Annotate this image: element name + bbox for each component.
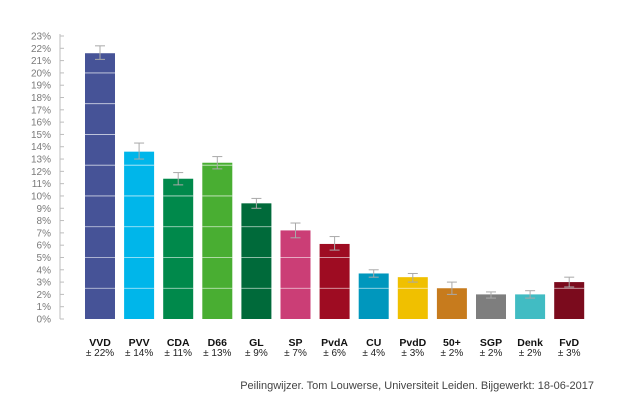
bar-fvd — [554, 282, 585, 319]
x-tick-label: PvdA — [321, 337, 348, 349]
x-sub-label: ± 9% — [245, 348, 268, 359]
bar-sp — [280, 230, 311, 319]
x-sub-label: ± 6% — [323, 348, 346, 359]
y-tick-label: 20% — [31, 68, 51, 79]
bar-pvv — [124, 151, 155, 319]
y-tick-label: 9% — [37, 204, 52, 215]
source-caption: Peilingwijzer. Tom Louwerse, Universitei… — [240, 380, 594, 392]
bars — [85, 53, 585, 320]
error-bars — [95, 45, 575, 299]
x-tick-label: SGP — [480, 337, 502, 349]
y-tick-label: 6% — [37, 241, 52, 252]
y-tick-label: 8% — [37, 216, 52, 227]
y-tick-label: 23% — [31, 32, 51, 43]
x-sub-label: ± 2% — [480, 348, 503, 359]
x-axis-labels: VVD± 22% PVV± 14% CDA± 11% D66± 13% GL± 9% SP… — [86, 337, 581, 359]
y-tick-label: 13% — [31, 155, 51, 166]
y-tick-label: 3% — [37, 278, 52, 289]
x-tick-label: 50+ — [443, 337, 461, 349]
y-tick-label: 4% — [37, 265, 52, 276]
x-sub-label: ± 4% — [362, 348, 385, 359]
bar-gridlines — [85, 72, 585, 289]
y-tick-label: 17% — [31, 105, 51, 116]
bar-pvda — [319, 243, 350, 319]
x-sub-label: ± 7% — [284, 348, 307, 359]
y-tick-label: 16% — [31, 118, 51, 129]
y-tick-label: 15% — [31, 130, 51, 141]
y-tick-label: 12% — [31, 167, 51, 178]
y-tick-label: 2% — [37, 290, 52, 301]
y-tick-label: 14% — [31, 142, 51, 153]
bar-cda — [163, 178, 194, 319]
x-sub-label: ± 22% — [86, 348, 114, 359]
y-tick-label: 19% — [31, 81, 51, 92]
bar-gl — [241, 203, 272, 319]
bar-pvdd — [397, 277, 428, 319]
x-sub-label: ± 2% — [519, 348, 542, 359]
x-tick-label: VVD — [89, 337, 111, 349]
bar-vvd — [85, 53, 115, 320]
x-tick-label: PVV — [129, 337, 150, 349]
x-sub-label: ± 14% — [125, 348, 153, 359]
y-tick-label: 10% — [31, 191, 51, 202]
y-tick-label: 5% — [37, 253, 52, 264]
y-tick-label: 7% — [37, 228, 52, 239]
y-tick-label: 22% — [31, 44, 51, 55]
x-tick-label: FvD — [559, 337, 579, 349]
bar-d66 — [202, 162, 233, 319]
x-sub-label: ± 2% — [441, 348, 464, 359]
x-tick-label: SP — [288, 337, 302, 349]
x-sub-label: ± 13% — [203, 348, 231, 359]
x-sub-label: ± 3% — [401, 348, 424, 359]
y-tick-label: 18% — [31, 93, 51, 104]
y-tick-label: 11% — [32, 179, 51, 190]
y-tick-label: 21% — [31, 56, 51, 67]
x-tick-label: PvdD — [399, 337, 426, 349]
y-axis: 0% 1%2%3% 4%5%6% 7%8%9% 10%11%12%13% 14%15%16… — [31, 32, 64, 326]
x-sub-label: ± 11% — [164, 348, 192, 359]
x-tick-label: CDA — [167, 337, 190, 349]
x-tick-label: D66 — [208, 337, 227, 349]
bar-cu — [358, 273, 389, 319]
x-tick-label: Denk — [517, 337, 543, 349]
y-tick-label: 1% — [37, 302, 52, 313]
x-tick-label: GL — [249, 337, 264, 349]
x-tick-label: CU — [366, 337, 381, 349]
x-sub-label: ± 3% — [558, 348, 581, 359]
y-tick-label: 0% — [37, 315, 52, 326]
